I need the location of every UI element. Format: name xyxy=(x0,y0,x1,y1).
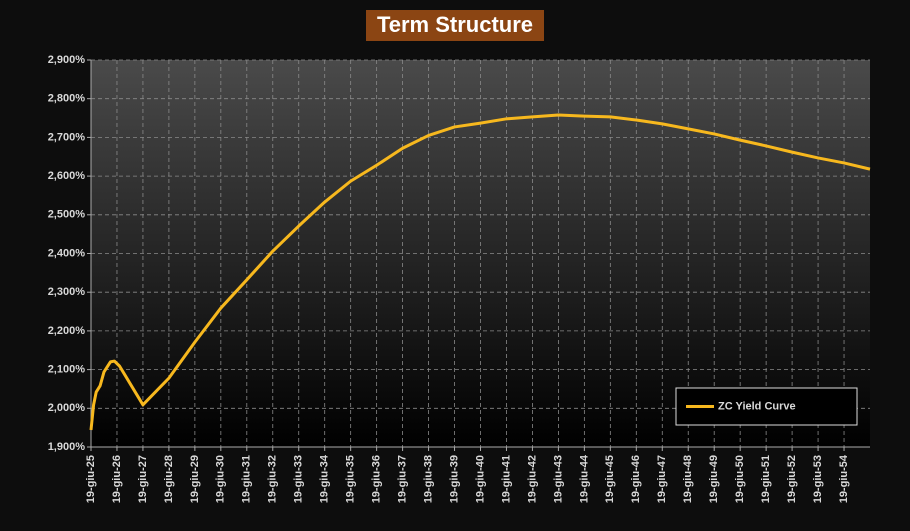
x-tick-label: 19-giu-50 xyxy=(734,455,746,503)
x-tick-label: 19-giu-32 xyxy=(267,455,279,503)
x-tick-label: 19-giu-43 xyxy=(552,455,564,503)
y-tick-label: 2,100% xyxy=(48,364,86,376)
y-tick-label: 2,700% xyxy=(48,131,86,143)
x-tick-label: 19-giu-54 xyxy=(838,454,850,503)
x-tick-label: 19-giu-39 xyxy=(448,455,460,503)
y-tick-label: 2,900% xyxy=(48,54,86,66)
x-tick-label: 19-giu-49 xyxy=(708,455,720,503)
x-tick-label: 19-giu-35 xyxy=(345,455,357,503)
x-tick-label: 19-giu-27 xyxy=(137,455,149,503)
x-tick-label: 19-giu-26 xyxy=(111,455,123,503)
x-tick-label: 19-giu-52 xyxy=(786,455,798,503)
x-tick-label: 19-giu-33 xyxy=(293,455,305,503)
x-tick-label: 19-giu-47 xyxy=(656,455,668,503)
y-tick-label: 1,900% xyxy=(48,441,86,453)
x-tick-label: 19-giu-38 xyxy=(422,455,434,503)
x-tick-label: 19-giu-40 xyxy=(474,455,486,503)
x-tick-label: 19-giu-37 xyxy=(397,455,409,503)
x-tick-label: 19-giu-41 xyxy=(500,455,512,503)
y-tick-label: 2,800% xyxy=(48,93,86,105)
x-tick-label: 19-giu-42 xyxy=(526,455,538,503)
x-tick-label: 19-giu-29 xyxy=(189,455,201,503)
x-tick-label: 19-giu-36 xyxy=(371,455,383,503)
y-tick-label: 2,400% xyxy=(48,247,86,259)
x-tick-label: 19-giu-25 xyxy=(85,455,97,503)
x-tick-label: 19-giu-44 xyxy=(578,454,590,503)
x-tick-label: 19-giu-30 xyxy=(215,455,227,503)
x-tick-label: 19-giu-53 xyxy=(812,455,824,503)
y-tick-label: 2,500% xyxy=(48,209,86,221)
legend-label: ZC Yield Curve xyxy=(718,400,796,412)
x-tick-label: 19-giu-48 xyxy=(682,455,694,503)
y-tick-label: 2,300% xyxy=(48,286,86,298)
x-tick-label: 19-giu-45 xyxy=(604,455,616,503)
chart-title: Term Structure xyxy=(377,12,533,37)
y-tick-label: 2,200% xyxy=(48,325,86,337)
x-tick-label: 19-giu-34 xyxy=(319,454,331,503)
data-line xyxy=(89,113,871,431)
y-tick-label: 2,000% xyxy=(48,402,86,414)
x-tick-label: 19-giu-46 xyxy=(630,455,642,503)
x-tick-label: 19-giu-31 xyxy=(241,455,253,503)
plot: 1,900% 2,000% 2,100% 2,200% 2,300% 2,400% 2,50… xyxy=(48,54,871,503)
x-tick-label: 19-giu-51 xyxy=(760,455,772,503)
title-box xyxy=(366,10,544,41)
x-tick-label: 19-giu-28 xyxy=(163,455,175,503)
y-tick-label: 2,600% xyxy=(48,170,86,182)
